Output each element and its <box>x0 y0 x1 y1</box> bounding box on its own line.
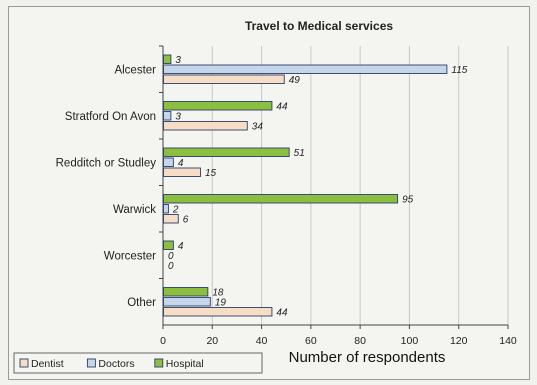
data-label-dentist-redditch-or-studley: 15 <box>205 168 217 179</box>
data-label-dentist-warwick: 6 <box>183 215 189 226</box>
data-label-doctors-warwick: 2 <box>172 205 179 216</box>
data-label-hospital-redditch-or-studley: 51 <box>294 148 305 159</box>
category-label-worcester: Worcester <box>104 250 156 262</box>
legend-swatch-hospital <box>154 358 164 368</box>
data-label-hospital-warwick: 95 <box>402 195 414 206</box>
x-tick-label-60: 60 <box>305 335 317 347</box>
bar-doctors-redditch-or-studley <box>163 157 174 167</box>
bar-doctors-warwick <box>163 204 169 214</box>
legend <box>13 352 263 374</box>
bar-dentist-warwick <box>163 214 179 224</box>
data-label-hospital-worcester: 4 <box>178 241 184 252</box>
data-label-hospital-stratford-on-avon: 44 <box>276 102 288 113</box>
bar-dentist-redditch-or-studley <box>163 167 201 177</box>
data-label-doctors-stratford-on-avon: 3 <box>175 112 181 123</box>
bar-hospital-warwick <box>163 194 399 204</box>
x-tick-label-80: 80 <box>354 335 366 347</box>
data-label-hospital-other: 18 <box>212 288 224 299</box>
bar-dentist-other <box>163 307 273 317</box>
bar-hospital-other <box>163 287 209 297</box>
legend-swatch-doctors <box>86 358 96 368</box>
bar-hospital-stratford-on-avon <box>163 101 273 111</box>
bar-doctors-other <box>163 297 211 307</box>
legend-label-doctors: Doctors <box>98 358 134 370</box>
category-label-alcester: Alcester <box>114 64 156 76</box>
x-tick-label-40: 40 <box>256 335 268 347</box>
bar-dentist-alcester <box>163 74 285 84</box>
data-label-dentist-alcester: 49 <box>289 75 301 86</box>
bar-doctors-alcester <box>163 64 448 74</box>
data-label-doctors-other: 19 <box>215 298 227 309</box>
x-tick-label-120: 120 <box>450 335 468 347</box>
bar-doctors-stratford-on-avon <box>163 111 172 121</box>
data-label-hospital-alcester: 3 <box>175 55 181 66</box>
bar-hospital-redditch-or-studley <box>163 147 290 157</box>
legend-label-dentist: Dentist <box>31 358 64 370</box>
x-tick-label-100: 100 <box>401 335 419 347</box>
data-label-dentist-stratford-on-avon: 34 <box>252 122 264 133</box>
data-label-doctors-worcester: 0 <box>168 251 174 262</box>
category-label-other: Other <box>127 297 156 309</box>
data-label-doctors-alcester: 115 <box>451 65 467 76</box>
data-label-dentist-worcester: 0 <box>168 261 174 272</box>
x-tick-label-0: 0 <box>160 335 166 347</box>
legend-label-hospital: Hospital <box>166 358 204 370</box>
legend-swatch-dentist <box>19 358 29 368</box>
data-label-doctors-redditch-or-studley: 4 <box>178 158 184 169</box>
x-axis-label: Number of respondents <box>289 349 446 366</box>
category-label-stratford-on-avon: Stratford On Avon <box>65 111 156 123</box>
category-label-warwick: Warwick <box>113 204 156 216</box>
data-label-dentist-other: 44 <box>276 308 288 319</box>
x-tick-label-140: 140 <box>499 335 517 347</box>
category-label-redditch-or-studley: Redditch or Studley <box>56 157 157 169</box>
bar-hospital-worcester <box>163 240 174 250</box>
bar-dentist-stratford-on-avon <box>163 121 248 131</box>
x-tick-label-20: 20 <box>206 335 218 347</box>
bar-hospital-alcester <box>163 54 172 64</box>
chart-title: Travel to Medical services <box>245 19 393 33</box>
